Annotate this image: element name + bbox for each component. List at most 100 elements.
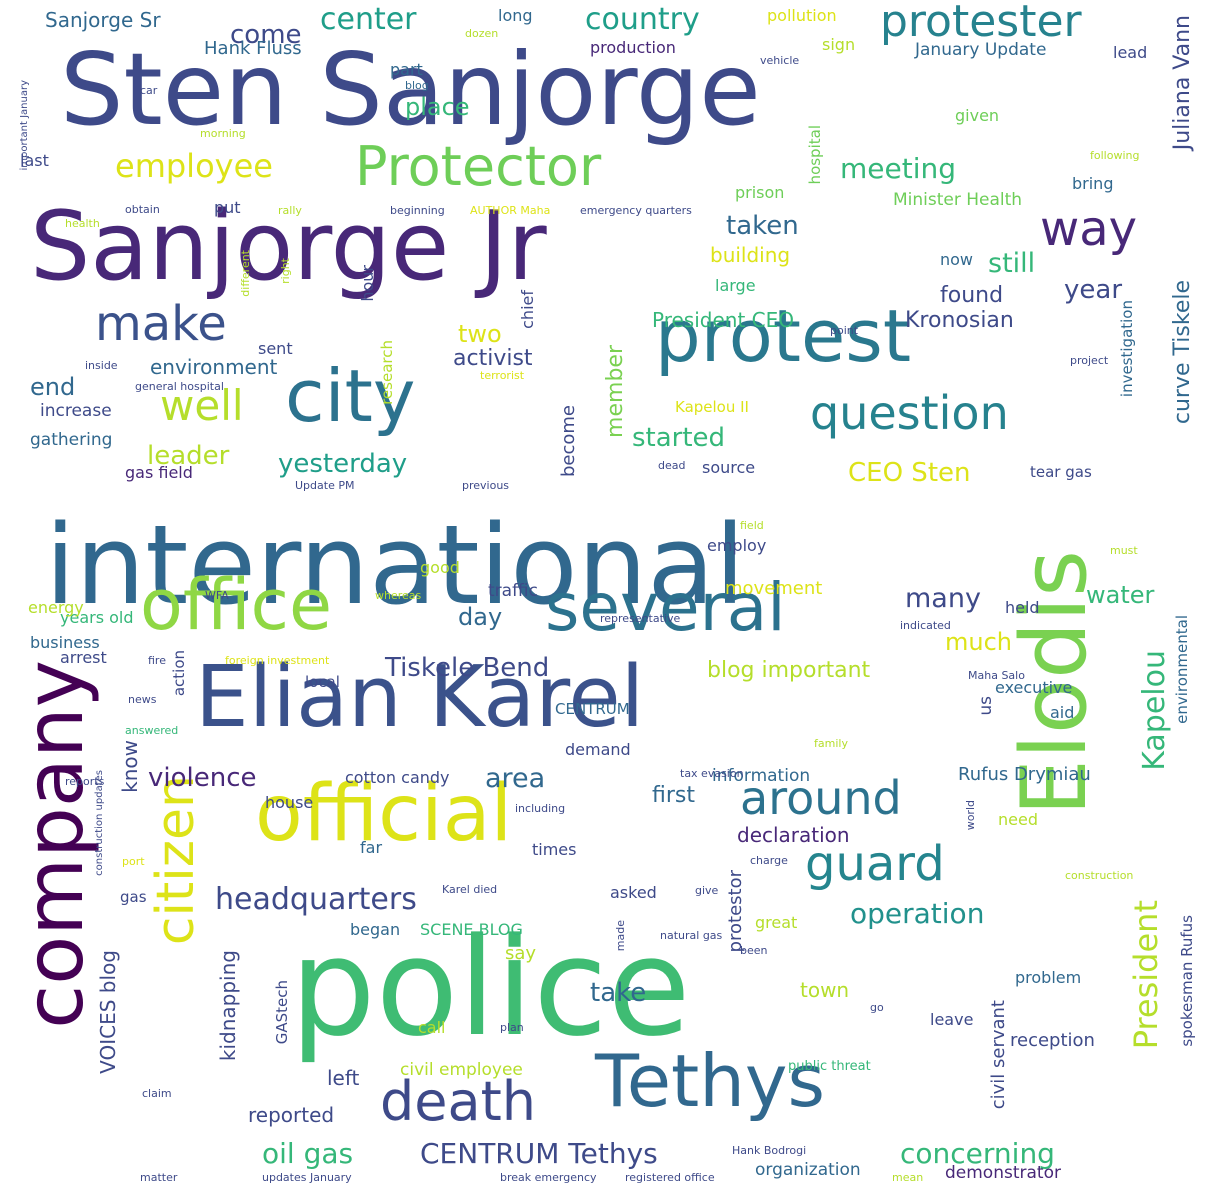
word: construction <box>1065 869 1134 882</box>
word: curve Tiskele <box>1170 280 1195 425</box>
word: including <box>515 802 566 815</box>
word: registered office <box>625 1171 715 1184</box>
word: building <box>710 243 791 267</box>
word: sent <box>258 339 293 358</box>
word: business <box>30 633 100 652</box>
word: energy <box>28 598 84 617</box>
word: reception <box>1010 1030 1095 1051</box>
word: become <box>558 405 579 478</box>
word: environmental <box>1173 615 1191 724</box>
word: WFA <box>205 589 229 602</box>
word: given <box>955 106 1000 125</box>
word: started <box>632 423 726 453</box>
word: protestor <box>725 870 746 953</box>
word: much <box>945 628 1012 656</box>
word: long <box>498 6 533 25</box>
word: around <box>740 771 902 825</box>
word: port <box>122 855 145 868</box>
word: chief <box>518 290 537 329</box>
word: general hospital <box>135 380 224 393</box>
word: Kapelou II <box>675 398 749 416</box>
word: violence <box>148 763 257 793</box>
word: leader <box>147 441 230 471</box>
word: investigation <box>1118 300 1136 398</box>
word: environment <box>150 355 278 379</box>
word: health <box>65 217 100 230</box>
word: prison <box>735 183 785 202</box>
word: office <box>140 564 333 646</box>
word: protester <box>880 0 1082 47</box>
word: action <box>170 650 188 697</box>
word: meeting <box>840 152 957 185</box>
word: morning <box>200 127 246 140</box>
word: blog important <box>707 658 871 683</box>
word: say <box>505 943 537 964</box>
word: official <box>255 769 513 859</box>
word: hour <box>358 265 377 302</box>
word: project <box>1070 354 1109 367</box>
word: Protector <box>355 135 602 198</box>
word: several <box>545 569 786 646</box>
word: source <box>702 458 756 477</box>
word: car <box>140 84 158 97</box>
word: international <box>45 501 746 629</box>
word: place <box>405 93 470 121</box>
word: reported <box>248 1103 335 1127</box>
word: protest <box>655 294 912 378</box>
word: aid <box>1050 703 1075 722</box>
word: lead <box>1113 43 1148 62</box>
word: Juliana Vann <box>1170 15 1195 151</box>
word: news <box>128 693 157 706</box>
word: year <box>1064 275 1123 305</box>
word: beginning <box>390 204 445 217</box>
word: civil servant <box>988 1000 1009 1110</box>
word: guard <box>805 836 945 892</box>
word: two <box>458 320 502 348</box>
word: many <box>905 583 981 614</box>
word: Update PM <box>295 479 355 492</box>
word: arrest <box>60 648 107 667</box>
word: movement <box>725 578 823 599</box>
word: Kronosian <box>905 308 1014 333</box>
word: Elian Karel <box>195 648 645 747</box>
word: VOICES blog <box>96 950 120 1074</box>
word: last <box>20 151 49 170</box>
word: great <box>755 913 798 932</box>
word: need <box>998 810 1038 829</box>
word: President CEO <box>652 308 794 332</box>
word: member <box>603 345 628 438</box>
word: SCENE BLOG <box>420 920 523 939</box>
word: world <box>964 800 977 831</box>
word: tear gas <box>1030 463 1092 481</box>
word: question <box>810 386 1009 440</box>
word: oil gas <box>262 1137 354 1170</box>
word: Maha Salo <box>968 669 1025 682</box>
word: put <box>214 198 241 217</box>
word: January Update <box>915 40 1047 60</box>
word: different <box>239 250 252 297</box>
word: updates January <box>262 1171 352 1184</box>
word: been <box>740 944 768 957</box>
word: operation <box>850 897 985 930</box>
word: obtain <box>125 203 160 216</box>
word: vehicle <box>760 54 800 67</box>
word: AUTHOR Maha <box>470 204 551 217</box>
word: far <box>360 838 383 857</box>
word: citizen <box>146 775 206 946</box>
word: end <box>30 373 76 401</box>
word: day <box>458 603 503 631</box>
word: well <box>160 381 244 430</box>
word: Minister Health <box>893 190 1023 210</box>
word: employ <box>707 536 767 555</box>
word: Hank Bodrogi <box>732 1144 807 1157</box>
word: blog <box>405 79 429 92</box>
word: taken <box>726 211 799 241</box>
word: must <box>1110 544 1138 557</box>
word: important January <box>19 80 30 171</box>
word: give <box>695 884 719 897</box>
word: headquarters <box>215 882 417 917</box>
word: fire <box>148 654 166 667</box>
word: leave <box>930 1010 974 1029</box>
word: Karel died <box>442 883 498 896</box>
